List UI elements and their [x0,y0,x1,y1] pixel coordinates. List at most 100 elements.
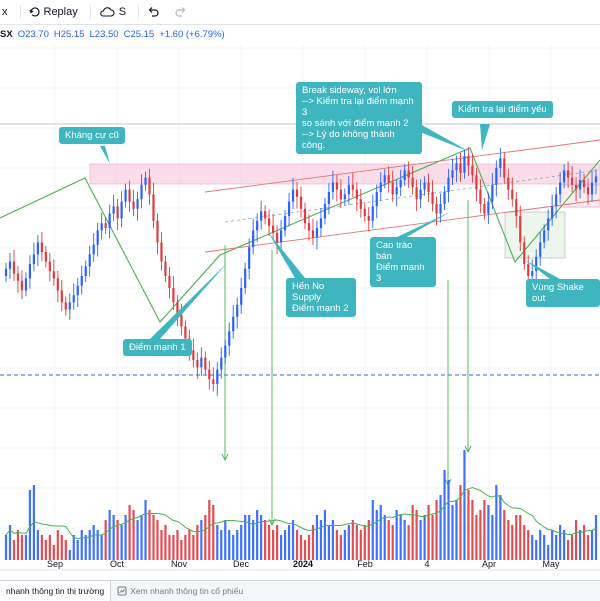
callout-shakeout[interactable]: Vùng Shake out [526,279,600,307]
candle-body [319,218,323,228]
trend-lines [0,139,600,527]
volume-bar [112,515,115,560]
callout-resistance[interactable]: Kháng cự cũ [59,127,125,144]
callout-climax[interactable]: Cao trào bán Điểm mạnh 3 [370,237,436,287]
undo-button[interactable] [147,6,159,18]
volume-bar [543,535,546,560]
tab-stock-info[interactable]: Xem nhanh thông tin cổ phiếu [111,581,249,601]
candle-body [172,288,175,303]
volume-bar [12,540,16,560]
candle-body [256,220,259,231]
candle-body [88,254,91,267]
volume-bar [431,515,434,560]
candle-body [491,184,494,202]
candle-body [212,379,215,384]
volume-bar [331,520,334,560]
callout-weak-test[interactable]: Kiểm tra lại điểm yếu [452,101,553,118]
callout-no-supply[interactable]: Hến No Supply Điểm mạnh 2 [286,278,356,317]
volume-bar [176,530,179,560]
redo-button[interactable] [175,6,187,18]
volume-bar [84,535,87,560]
volume-bar [519,515,522,560]
candle-body [467,156,470,166]
volume-bar [399,515,402,560]
volume-bar [570,535,574,560]
volume-bar [260,515,263,560]
candle-body [463,156,466,173]
candle-body [104,223,107,228]
candle-body [140,184,143,200]
candle-body [264,211,267,219]
volume-bar [439,495,442,560]
candle-body [578,180,582,190]
volume-bar [240,525,243,560]
volume-bar [379,505,382,560]
candle-body [507,177,510,190]
volume-bar [28,490,32,560]
volume-bar [347,525,350,560]
volume-bar [535,540,538,560]
volume-bar [443,470,446,560]
volume-bar [574,520,578,560]
volume-bar [495,485,498,560]
callout-strength1[interactable]: Điểm mạnh 1 [123,339,192,356]
candle-body [148,177,151,195]
volume-bar [136,520,139,560]
volume-bar [515,515,518,560]
tab-market-info[interactable]: nhanh thông tin thị trường [0,581,112,601]
candle-body [411,177,414,188]
volume-bar [16,530,20,560]
volume-bar [120,525,123,560]
candle-body [403,170,406,180]
candle-body [16,273,20,281]
candle-body [232,316,235,332]
candle-body [363,208,366,216]
trend-line-green [0,147,600,323]
candle-body [32,254,35,264]
volume-bar [539,530,542,560]
candle-body [539,242,542,257]
candle-body [511,189,514,200]
cloud-save-button[interactable]: S [99,6,126,18]
candle-body [283,216,287,231]
volume-bar [319,520,323,560]
candle-body [559,182,562,195]
callout-breakout[interactable]: Break sideway, vol lớn --> Kiểm tra lại … [296,82,422,154]
candle-body [371,206,374,221]
volume-bar [144,500,147,560]
volume-bar [88,530,91,560]
volume-bar [455,500,458,560]
candle-body [347,184,350,195]
x-axis-ticks: SepOctNovDec2024Feb4AprMayJu [0,559,600,571]
volume-bar [100,535,103,560]
candle-body [52,271,55,279]
pointer-climax [395,212,450,238]
candle-body [439,204,442,214]
callout-pointers [100,124,560,339]
candle-body [279,230,283,243]
volume-bar [140,515,143,560]
volume-bar [375,510,378,560]
symbol-fragment: SX [0,28,13,40]
candle-body [419,189,422,200]
top-toolbar: x Replay S [0,0,600,25]
candle-body [236,304,239,317]
volume-bar [578,530,582,560]
candle-body [68,302,71,310]
candle-body [192,350,195,360]
candle-body [563,170,566,183]
candle-body [76,285,79,296]
candle-body [443,192,446,204]
volume-bar [555,535,558,560]
pointer-resistance [100,146,110,164]
volume-bar [395,510,398,560]
volume-bar [291,520,295,560]
cloud-label: S [118,6,127,18]
replay-button[interactable]: Replay [28,6,78,18]
volume-bar [20,535,24,560]
volume-bar [359,530,362,560]
volume-bar [204,515,207,560]
x-tick-label: Apr [482,559,496,569]
candle-body [455,163,458,171]
